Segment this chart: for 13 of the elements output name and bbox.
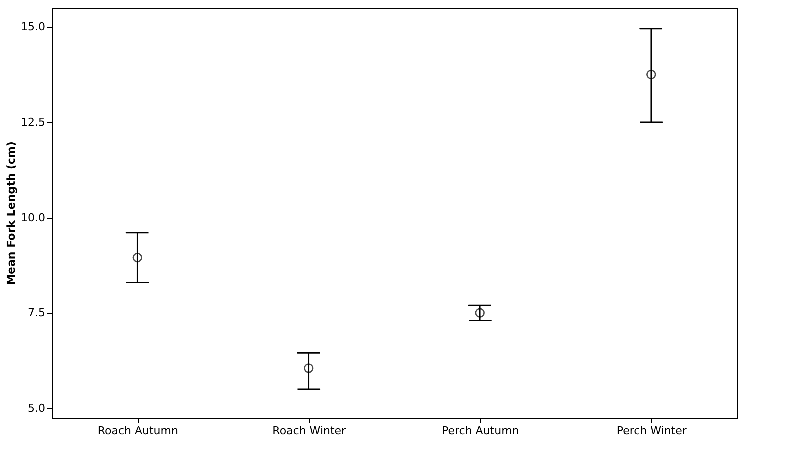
y-tick-label: 10.0 <box>21 211 46 224</box>
point <box>646 70 656 80</box>
y-axis-title: Mean Fork Length (cm) <box>5 142 18 286</box>
y-tick-label: 15.0 <box>21 20 46 34</box>
x-tick-label: Perch Winter <box>616 424 688 438</box>
y-tick-label: 12.5 <box>21 116 46 129</box>
x-tick-label: Roach Winter <box>272 424 347 438</box>
y-tick-label: 7.5 <box>28 306 46 320</box>
point <box>304 364 314 374</box>
x-tick-label: Perch Autumn <box>442 424 520 438</box>
x-tick-label: Roach Autumn <box>98 424 178 438</box>
y-tick-label: 5.0 <box>28 402 46 415</box>
point <box>132 252 142 263</box>
